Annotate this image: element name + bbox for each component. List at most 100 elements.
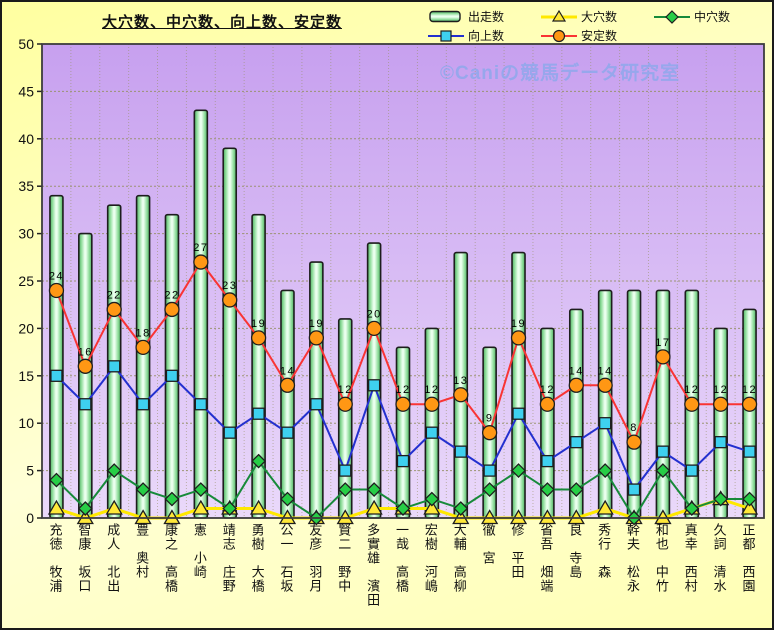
square-marker: [454, 445, 467, 458]
triangle-marker: [278, 509, 297, 525]
bar: [251, 213, 266, 519]
legend-row-2: 向上数 安定数: [427, 26, 772, 45]
square-marker: [339, 464, 352, 477]
square-marker: [656, 445, 670, 458]
circle-marker: [106, 301, 122, 318]
circle-marker: [424, 396, 440, 412]
circle-marker: [626, 434, 642, 450]
diamond-marker: [453, 501, 469, 516]
y-tick-label: 35: [18, 178, 34, 194]
square-marker: [425, 426, 439, 439]
value-label: 12: [338, 384, 353, 396]
legend-item-improve: 向上数: [427, 27, 540, 44]
diamond-marker: [77, 501, 93, 516]
circle-marker: [539, 396, 556, 412]
triangle-marker: [654, 509, 672, 525]
circle-marker: [337, 396, 353, 412]
circle-marker: [135, 339, 151, 356]
square-marker: [108, 360, 121, 373]
diamond-marker: [713, 491, 729, 507]
bar: [135, 194, 151, 519]
circle-marker: [250, 330, 267, 346]
legend-label: 出走数: [468, 10, 505, 24]
legend-label: 中穴数: [694, 10, 731, 24]
y-tick-label: 50: [18, 36, 34, 52]
value-label: 20: [366, 308, 381, 320]
bar: [742, 308, 757, 519]
triangle-marker-icon: [540, 9, 578, 24]
y-tick-label: 45: [18, 83, 34, 99]
value-label: 22: [107, 289, 122, 301]
y-tick-label: 0: [26, 510, 34, 526]
triangle-marker: [423, 499, 441, 515]
bar: [280, 289, 295, 519]
circle-marker: [366, 320, 382, 337]
chart-title: 大穴数、中穴数、向上数、安定数: [101, 14, 342, 31]
circle-marker: [48, 282, 65, 299]
legend-label: 大穴数: [581, 10, 618, 24]
square-marker: [194, 398, 207, 411]
bar: [193, 109, 209, 519]
y-tick-label: 10: [18, 415, 34, 431]
triangle-marker: [509, 509, 528, 525]
value-label: 12: [424, 384, 439, 396]
diamond-marker: [482, 482, 498, 497]
diamond-marker: [49, 472, 64, 488]
diamond-marker: [395, 501, 411, 516]
triangle-marker: [76, 509, 94, 525]
value-label: 9: [486, 413, 494, 425]
circle-marker: [193, 254, 209, 270]
circle-marker: [453, 387, 469, 403]
y-tick-label: 15: [18, 368, 34, 384]
circle-marker: [77, 358, 93, 374]
square-marker: [165, 369, 179, 382]
triangle-marker: [134, 509, 152, 525]
y-tick-label: 30: [18, 226, 34, 242]
diamond-marker: [655, 463, 671, 479]
triangle-marker: [365, 499, 383, 515]
value-label: 22: [164, 289, 179, 301]
value-label: 24: [49, 270, 64, 282]
value-label: 12: [713, 384, 728, 396]
plot-border: [41, 43, 765, 519]
value-label: 12: [395, 384, 410, 396]
value-label: 12: [684, 384, 699, 396]
circle-marker: [164, 301, 180, 318]
square-marker: [541, 454, 554, 468]
square-marker: [570, 436, 583, 449]
square-marker: [310, 398, 323, 411]
legend-label: 安定数: [581, 29, 618, 43]
circle-marker: [308, 330, 325, 346]
circle-marker-icon: [540, 28, 578, 43]
value-label: 16: [78, 346, 93, 358]
diamond-marker: [366, 482, 382, 497]
diamond-marker: [106, 463, 122, 479]
value-label: 19: [251, 318, 266, 330]
diamond-marker-icon: [653, 9, 691, 24]
bar-swatch-icon: [427, 9, 465, 24]
triangle-marker: [163, 509, 181, 525]
square-marker: [512, 407, 525, 420]
y-tick-label: 40: [18, 131, 34, 147]
square-marker: [599, 417, 612, 430]
triangle-marker: [567, 509, 585, 525]
diamond-marker: [135, 482, 151, 497]
diamond-marker: [511, 463, 526, 479]
triangle-marker: [538, 509, 557, 525]
triangle-marker: [336, 509, 354, 525]
bar: [713, 327, 728, 519]
value-label: 14: [280, 365, 295, 377]
square-marker: [367, 379, 381, 392]
value-label: 12: [742, 384, 757, 396]
square-marker: [252, 407, 265, 420]
bar: [655, 289, 671, 519]
diamond-marker: [222, 501, 238, 516]
diamond-marker: [742, 491, 757, 507]
triangle-marker: [452, 509, 470, 525]
square-marker-icon: [427, 28, 465, 43]
bar: [424, 327, 440, 519]
square-marker: [223, 426, 236, 439]
legend-row-1: 出走数 大穴数 中穴数: [427, 7, 772, 26]
triangle-marker: [481, 509, 499, 525]
